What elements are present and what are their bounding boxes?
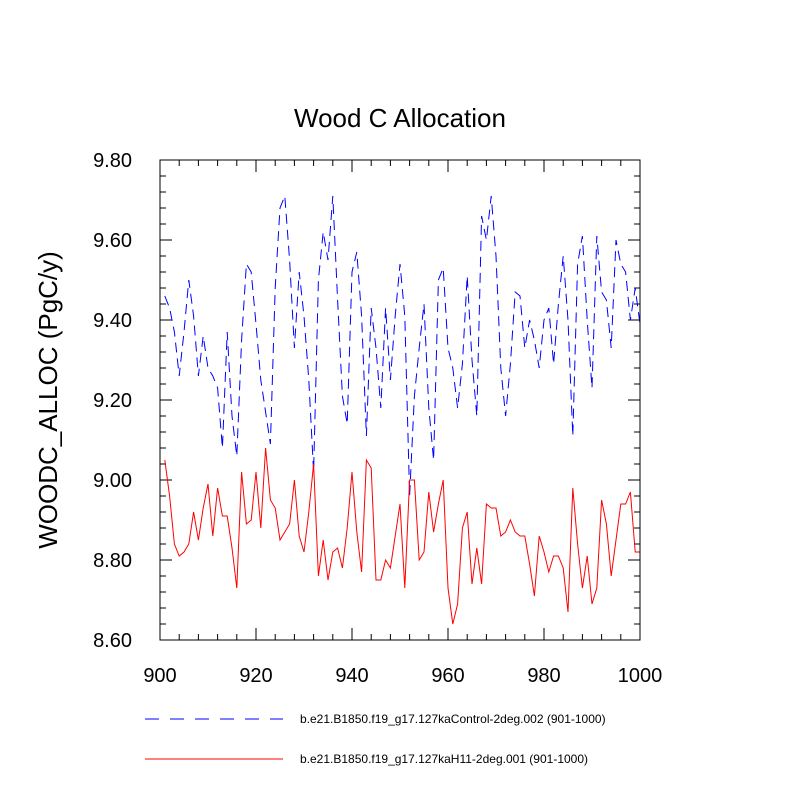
y-tick-label: 9.80 [93,150,132,172]
y-tick-label: 9.40 [93,310,132,332]
legend-label-2: b.e21.B1850.f19_g17.127kaH11-2deg.001 (9… [300,752,588,766]
y-tick-label: 8.60 [93,630,132,652]
x-tick-label: 980 [527,665,560,687]
series-line-2 [164,447,640,625]
y-tick-label: 9.20 [93,390,132,412]
tick-labels: 900 920 940 960 980 1000 8.60 8.80 9.00 9.20 9.40 9… [93,150,662,687]
x-tick-label: 1000 [618,665,663,687]
y-tick-label: 8.80 [93,550,132,572]
plot-frame [159,159,641,641]
axis-ticks [159,159,641,641]
x-tick-label: 900 [143,665,176,687]
y-axis-label: WOODC_ALLOC (PgC/y) [33,251,63,549]
x-tick-label: 940 [335,665,368,687]
y-tick-label: 9.00 [93,470,132,492]
x-tick-label: 960 [431,665,464,687]
series-layer [164,195,641,625]
series-line-1 [164,195,641,497]
x-tick-label: 920 [239,665,272,687]
y-tick-label: 9.60 [93,230,132,252]
legend: b.e21.B1850.f19_g17.127kaControl-2deg.00… [145,712,606,766]
chart-title: Wood C Allocation [294,103,506,133]
legend-label-1: b.e21.B1850.f19_g17.127kaControl-2deg.00… [300,712,606,726]
